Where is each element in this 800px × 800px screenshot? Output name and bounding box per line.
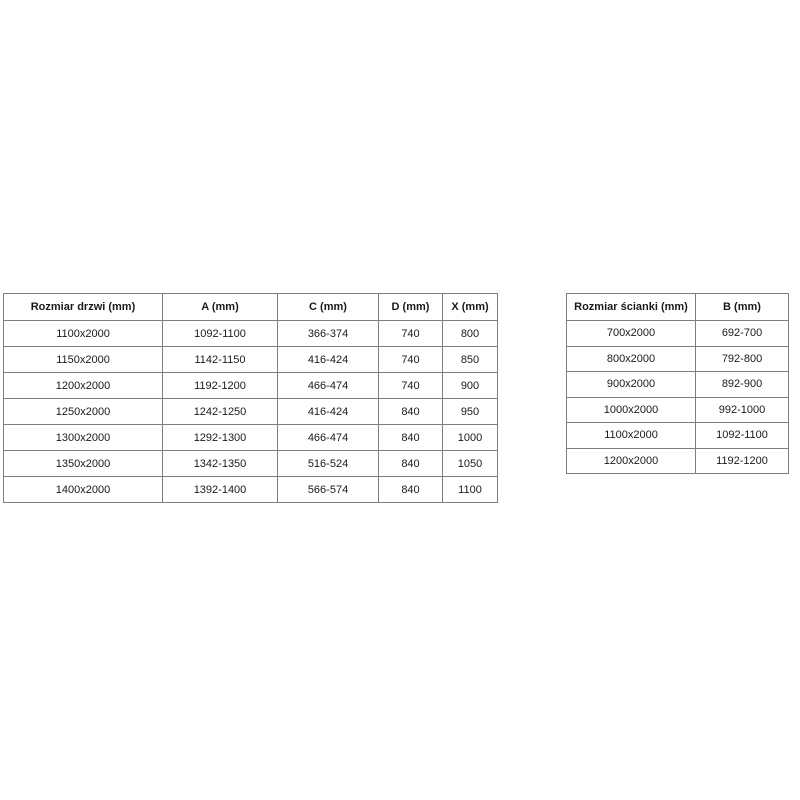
wall-table-row: 700x2000 692-700 xyxy=(566,320,789,347)
wall-b-cell: 1192-1200 xyxy=(695,447,789,474)
wall-b-cell: 792-800 xyxy=(695,345,789,372)
door-x-cell: 850 xyxy=(442,346,498,373)
door-d-cell: 840 xyxy=(378,476,443,503)
door-d-cell: 840 xyxy=(378,398,443,425)
door-d-cell: 740 xyxy=(378,320,443,347)
door-size-cell: 1250x2000 xyxy=(3,398,163,425)
door-a-cell: 1242-1250 xyxy=(162,398,278,425)
door-header-d: D (mm) xyxy=(378,293,443,321)
door-a-cell: 1092-1100 xyxy=(162,320,278,347)
door-x-cell: 950 xyxy=(442,398,498,425)
door-table-row: 1250x2000 1242-1250 416-424 840 950 xyxy=(3,398,498,425)
wall-table-header-row: Rozmiar ścianki (mm) B (mm) xyxy=(566,293,789,321)
door-size-cell: 1400x2000 xyxy=(3,476,163,503)
wall-sizes-table: Rozmiar ścianki (mm) B (mm) 700x2000 692… xyxy=(566,293,789,474)
wall-table-row: 800x2000 792-800 xyxy=(566,345,789,372)
door-table-row: 1150x2000 1142-1150 416-424 740 850 xyxy=(3,346,498,373)
door-table-row: 1100x2000 1092-1100 366-374 740 800 xyxy=(3,320,498,347)
door-c-cell: 516-524 xyxy=(277,450,379,477)
door-x-cell: 1100 xyxy=(442,476,498,503)
door-size-cell: 1200x2000 xyxy=(3,372,163,399)
wall-b-cell: 992-1000 xyxy=(695,396,789,423)
door-header-a: A (mm) xyxy=(162,293,278,321)
door-d-cell: 840 xyxy=(378,450,443,477)
door-a-cell: 1342-1350 xyxy=(162,450,278,477)
door-table-header-row: Rozmiar drzwi (mm) A (mm) C (mm) D (mm) … xyxy=(3,293,498,321)
wall-size-cell: 700x2000 xyxy=(566,320,696,347)
door-x-cell: 900 xyxy=(442,372,498,399)
door-c-cell: 466-474 xyxy=(277,424,379,451)
wall-table-row: 1100x2000 1092-1100 xyxy=(566,422,789,449)
door-c-cell: 466-474 xyxy=(277,372,379,399)
wall-size-cell: 1200x2000 xyxy=(566,447,696,474)
door-size-cell: 1100x2000 xyxy=(3,320,163,347)
door-c-cell: 416-424 xyxy=(277,346,379,373)
door-x-cell: 800 xyxy=(442,320,498,347)
wall-table-row: 900x2000 892-900 xyxy=(566,371,789,398)
wall-size-cell: 900x2000 xyxy=(566,371,696,398)
door-table-row: 1200x2000 1192-1200 466-474 740 900 xyxy=(3,372,498,399)
door-a-cell: 1392-1400 xyxy=(162,476,278,503)
door-x-cell: 1000 xyxy=(442,424,498,451)
door-header-x: X (mm) xyxy=(442,293,498,321)
door-size-cell: 1150x2000 xyxy=(3,346,163,373)
door-a-cell: 1292-1300 xyxy=(162,424,278,451)
door-a-cell: 1192-1200 xyxy=(162,372,278,399)
door-a-cell: 1142-1150 xyxy=(162,346,278,373)
door-header-rozmiar-drzwi: Rozmiar drzwi (mm) xyxy=(3,293,163,321)
door-d-cell: 740 xyxy=(378,346,443,373)
door-size-cell: 1300x2000 xyxy=(3,424,163,451)
door-c-cell: 416-424 xyxy=(277,398,379,425)
wall-b-cell: 1092-1100 xyxy=(695,422,789,449)
door-c-cell: 366-374 xyxy=(277,320,379,347)
door-table-row: 1350x2000 1342-1350 516-524 840 1050 xyxy=(3,450,498,477)
door-table-row: 1300x2000 1292-1300 466-474 840 1000 xyxy=(3,424,498,451)
wall-b-cell: 692-700 xyxy=(695,320,789,347)
door-header-c: C (mm) xyxy=(277,293,379,321)
wall-b-cell: 892-900 xyxy=(695,371,789,398)
wall-header-rozmiar-scianki: Rozmiar ścianki (mm) xyxy=(566,293,696,321)
door-table-row: 1400x2000 1392-1400 566-574 840 1100 xyxy=(3,476,498,503)
door-x-cell: 1050 xyxy=(442,450,498,477)
wall-size-cell: 1100x2000 xyxy=(566,422,696,449)
door-sizes-table: Rozmiar drzwi (mm) A (mm) C (mm) D (mm) … xyxy=(3,293,498,503)
wall-header-b: B (mm) xyxy=(695,293,789,321)
wall-table-row: 1000x2000 992-1000 xyxy=(566,396,789,423)
door-size-cell: 1350x2000 xyxy=(3,450,163,477)
wall-size-cell: 1000x2000 xyxy=(566,396,696,423)
door-d-cell: 840 xyxy=(378,424,443,451)
wall-size-cell: 800x2000 xyxy=(566,345,696,372)
door-d-cell: 740 xyxy=(378,372,443,399)
door-c-cell: 566-574 xyxy=(277,476,379,503)
wall-table-row: 1200x2000 1192-1200 xyxy=(566,447,789,474)
